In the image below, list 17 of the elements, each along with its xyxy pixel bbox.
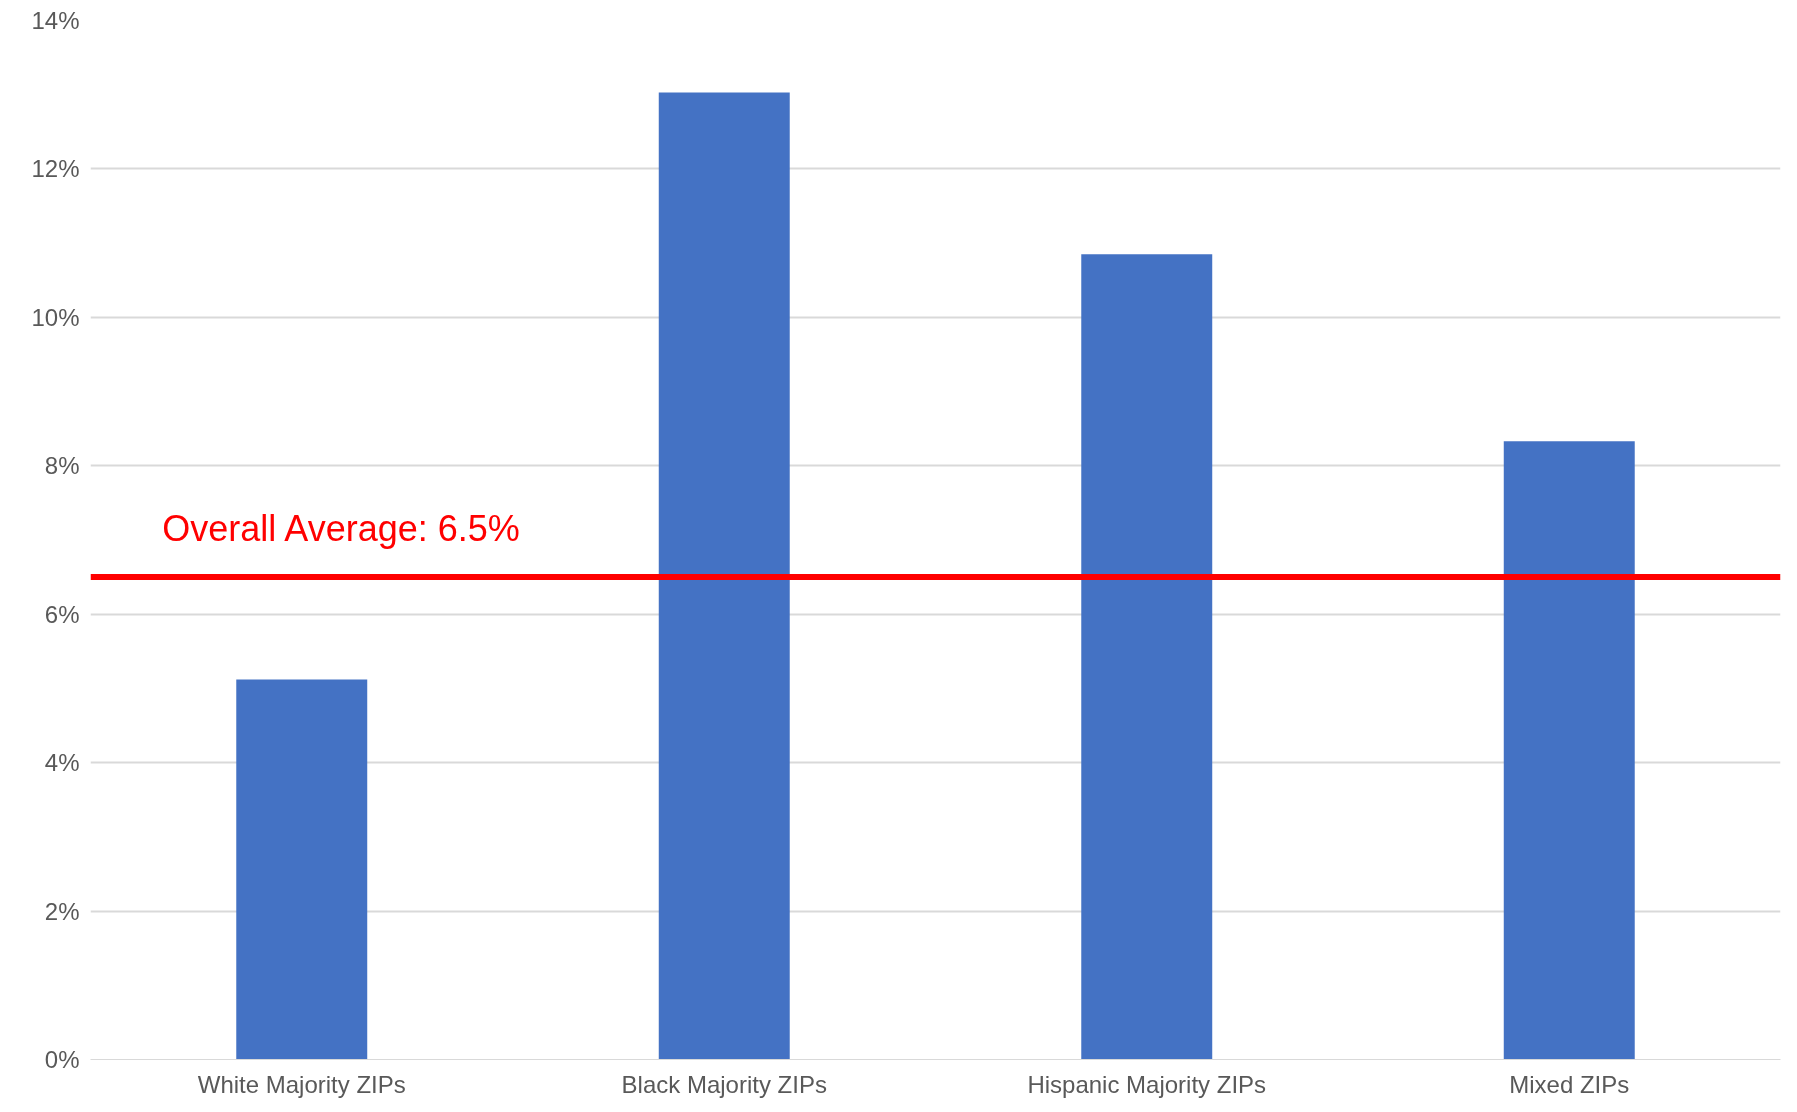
x-tick-label: White Majority ZIPs [197,1070,406,1098]
bar [1081,254,1213,1060]
x-tick-label: Mixed ZIPs [1509,1070,1630,1098]
bar [236,679,368,1060]
x-tick-label: Hispanic Majority ZIPs [1027,1070,1267,1098]
y-tick-label: 8% [44,452,80,480]
y-tick-label: 4% [44,749,80,777]
bar [658,92,790,1060]
bar [1503,441,1635,1060]
y-tick-label: 10% [31,303,80,331]
y-tick-label: 14% [31,7,80,34]
y-tick-label: 12% [31,155,80,183]
y-tick-label: 6% [44,600,80,628]
y-tick-label: 0% [44,1046,80,1073]
x-tick-label: Black Majority ZIPs [621,1070,827,1098]
ref-line-label: Overall Average: 6.5% [162,508,520,550]
y-tick-label: 2% [44,897,80,925]
